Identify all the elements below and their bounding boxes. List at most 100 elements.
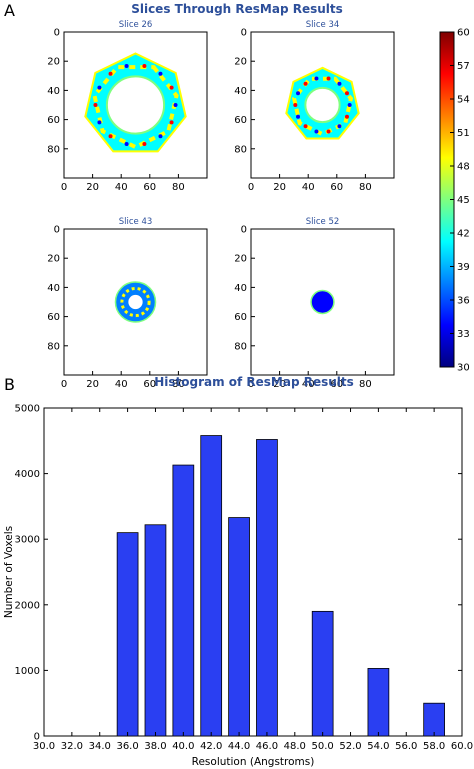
histogram-x-tick-label: 50.0 (312, 741, 334, 752)
histogram-y-tick-label: 5000 (15, 404, 40, 415)
colorbar-tick-label: 42 (457, 229, 470, 240)
slice-y-tick-label: 20 (234, 254, 247, 265)
histogram-bar (172, 464, 195, 737)
slice-hotspot (124, 142, 129, 147)
slice-y-tick-label: 40 (234, 86, 247, 97)
histogram-x-tick-label: 44.0 (228, 741, 250, 752)
histogram-bar (423, 702, 445, 737)
histogram-x-tick-label: 36.0 (116, 741, 138, 752)
colorbar-tick-label: 60 (457, 28, 470, 39)
histogram-x-tick-label: 54.0 (367, 741, 389, 752)
slice-hotspot (344, 91, 349, 96)
slice-hotspot (142, 142, 147, 147)
slice-title: Slice 34 (306, 20, 340, 30)
slice-hotspot (158, 134, 163, 139)
slice-map (310, 289, 335, 315)
slice-x-tick-label: 60 (330, 182, 343, 193)
slice-y-tick-label: 80 (47, 144, 60, 155)
histogram-x-ticks: 30.0 32.0 34.0 36.0 38.0 40.0 42.0 44.0 46.0 48.0… (33, 408, 473, 752)
slice-title: Slice 43 (119, 217, 153, 227)
slice-x-tick-label: 0 (248, 379, 254, 390)
slice-x-tick-label: 20 (273, 182, 286, 193)
histogram-x-tick-label: 32.0 (61, 741, 83, 752)
slice-x-tick-label: 40 (302, 379, 315, 390)
histogram-x-tick-label: 34.0 (89, 741, 111, 752)
histogram-x-tick-label: 46.0 (256, 741, 278, 752)
slice-hotspot (303, 124, 308, 129)
histogram-plot: 30.0 32.0 34.0 36.0 38.0 40.0 42.0 44.0 46.0 48.0… (15, 404, 474, 753)
slice-hotspot (344, 114, 349, 119)
colorbar-tick-label: 30 (457, 363, 470, 374)
colorbar: 60 57 54 51 48 45 42 39 36 33 30 (439, 28, 470, 374)
slice-map (84, 52, 187, 153)
slice-panels: Slice 26 0 20 40 60 80 0 20 40 60 80 Slice 34 0 20 40 6… (47, 20, 395, 390)
colorbar-tick-label: 48 (457, 162, 470, 173)
histogram-title: Histogram of ResMap Results (154, 375, 354, 389)
colorbar-tick-label: 33 (457, 329, 470, 340)
slice-x-tick-label: 80 (359, 379, 372, 390)
slice-panel: Slice 52 0 20 40 60 80 0 20 40 60 80 (234, 217, 395, 390)
histogram-y-tick-label: 0 (34, 732, 40, 743)
colorbar-ticks: 60 57 54 51 48 45 42 39 36 33 30 (450, 28, 470, 374)
slice-y-tick-label: 60 (47, 312, 60, 323)
slice-hotspot (326, 129, 331, 134)
colorbar-tick-label: 54 (457, 95, 470, 106)
panel-b-letter: B (4, 375, 15, 394)
slice-hotspot (173, 103, 178, 107)
slice-x-tick-label: 80 (172, 379, 185, 390)
slice-y-tick-label: 0 (241, 225, 247, 236)
slice-panel: Slice 34 0 20 40 60 80 0 20 40 60 80 (234, 20, 395, 193)
histogram-bar (116, 532, 139, 737)
panel-a-letter: A (4, 1, 15, 20)
histogram-y-tick-label: 1000 (15, 666, 40, 677)
slice-x-tick-label: 60 (143, 379, 156, 390)
histogram-y-ticks: 0 1000 2000 3000 4000 5000 (15, 404, 462, 743)
slice-y-tick-label: 0 (54, 225, 60, 236)
histogram-bar (144, 524, 167, 737)
slice-y-tick-label: 60 (234, 312, 247, 323)
histogram-x-tick-label: 42.0 (200, 741, 222, 752)
slice-y-tick-label: 60 (234, 115, 247, 126)
slice-hotspot (97, 120, 102, 125)
slice-y-tick-label: 80 (47, 341, 60, 352)
histogram-x-tick-label: 48.0 (284, 741, 306, 752)
histogram-x-tick-label: 60.0 (451, 741, 473, 752)
histogram-bar (228, 517, 250, 737)
slice-hotspot (93, 103, 98, 107)
slice-hotspot (293, 103, 298, 107)
slice-x-tick-label: 20 (86, 182, 99, 193)
slice-map (114, 281, 157, 323)
slice-x-tick-label: 60 (330, 379, 343, 390)
slice-title: Slice 52 (306, 217, 340, 227)
histogram-bar (256, 439, 278, 737)
slice-hotspot (158, 71, 163, 76)
histogram-x-tick-label: 58.0 (423, 741, 445, 752)
slice-hotspot (296, 91, 301, 96)
slice-hotspot (347, 103, 352, 107)
slice-y-tick-label: 0 (241, 28, 247, 39)
colorbar-tick-label: 45 (457, 195, 470, 206)
slice-hotspot (108, 134, 113, 139)
colorbar-tick-label: 57 (457, 61, 470, 72)
histogram-x-label: Resolution (Angstroms) (192, 756, 315, 768)
histogram-x-tick-label: 56.0 (395, 741, 417, 752)
slice-y-tick-label: 40 (47, 86, 60, 97)
slice-y-tick-label: 20 (47, 57, 60, 68)
histogram-y-label: Number of Voxels (3, 526, 15, 618)
slice-hotspot (142, 63, 147, 68)
slice-mid-ring (291, 76, 354, 137)
histogram-y-tick-label: 3000 (15, 535, 40, 546)
slice-hotspot (169, 120, 174, 125)
slice-hotspot (303, 81, 308, 86)
slice-y-tick-label: 80 (234, 144, 247, 155)
slice-hole (105, 75, 166, 135)
slice-hotspot (314, 76, 319, 81)
slice-mid-ring (120, 286, 151, 318)
slice-x-tick-label: 0 (61, 379, 67, 390)
slice-title: Slice 26 (119, 20, 153, 30)
slice-hotspot (337, 124, 342, 129)
slice-hole (304, 86, 341, 124)
histogram-x-tick-label: 52.0 (339, 741, 361, 752)
slice-hotspot (97, 85, 102, 90)
slice-hotspot (314, 129, 319, 134)
